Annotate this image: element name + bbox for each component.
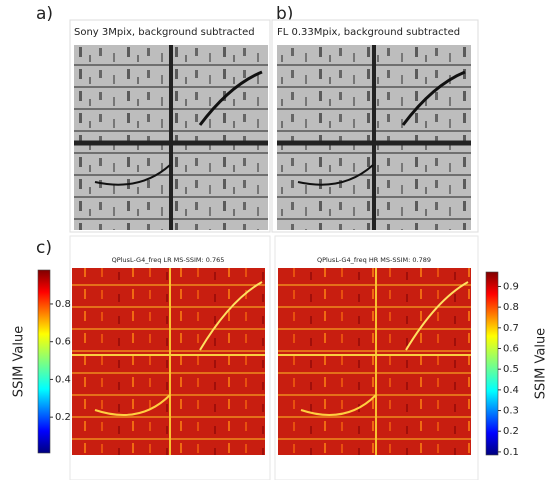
- panel-caption: Sony 3Mpix, background subtracted: [74, 27, 255, 38]
- panel-caption: QPlusL-G4_freq LR MS-SSIM: 0.765: [112, 256, 225, 264]
- panel-label: a): [36, 4, 53, 24]
- panel-caption: QPlusL-G4_freq HR MS-SSIM: 0.789: [317, 256, 431, 264]
- tick-label: 0.5: [503, 364, 519, 375]
- tick-label: 0.8: [55, 299, 71, 310]
- panel-label: c): [36, 238, 52, 258]
- tick-label: 0.7: [503, 323, 519, 334]
- colorbar: [485, 271, 499, 456]
- tick-label: 0.9: [503, 281, 519, 292]
- tick-label: 0.3: [503, 406, 519, 417]
- colorbar: [37, 269, 51, 454]
- panel-label: b): [276, 4, 293, 24]
- panel-caption: FL 0.33Mpix, background subtracted: [277, 27, 460, 38]
- image: [277, 45, 471, 230]
- tick-label: 0.8: [503, 302, 519, 313]
- tick-label: 0.4: [55, 374, 71, 385]
- tick-label: 0.1: [503, 447, 519, 458]
- heatmap: [278, 268, 471, 455]
- tick-label: 0.4: [503, 385, 519, 396]
- heatmap: [72, 268, 265, 455]
- tick-label: 0.2: [55, 412, 71, 423]
- image: [74, 45, 268, 230]
- colorbar-label: SSIM Value: [534, 328, 549, 399]
- tick-label: 0.2: [503, 426, 519, 437]
- tick-label: 0.6: [55, 337, 71, 348]
- tick-label: 0.6: [503, 344, 519, 355]
- colorbar-label: SSIM Value: [12, 326, 27, 397]
